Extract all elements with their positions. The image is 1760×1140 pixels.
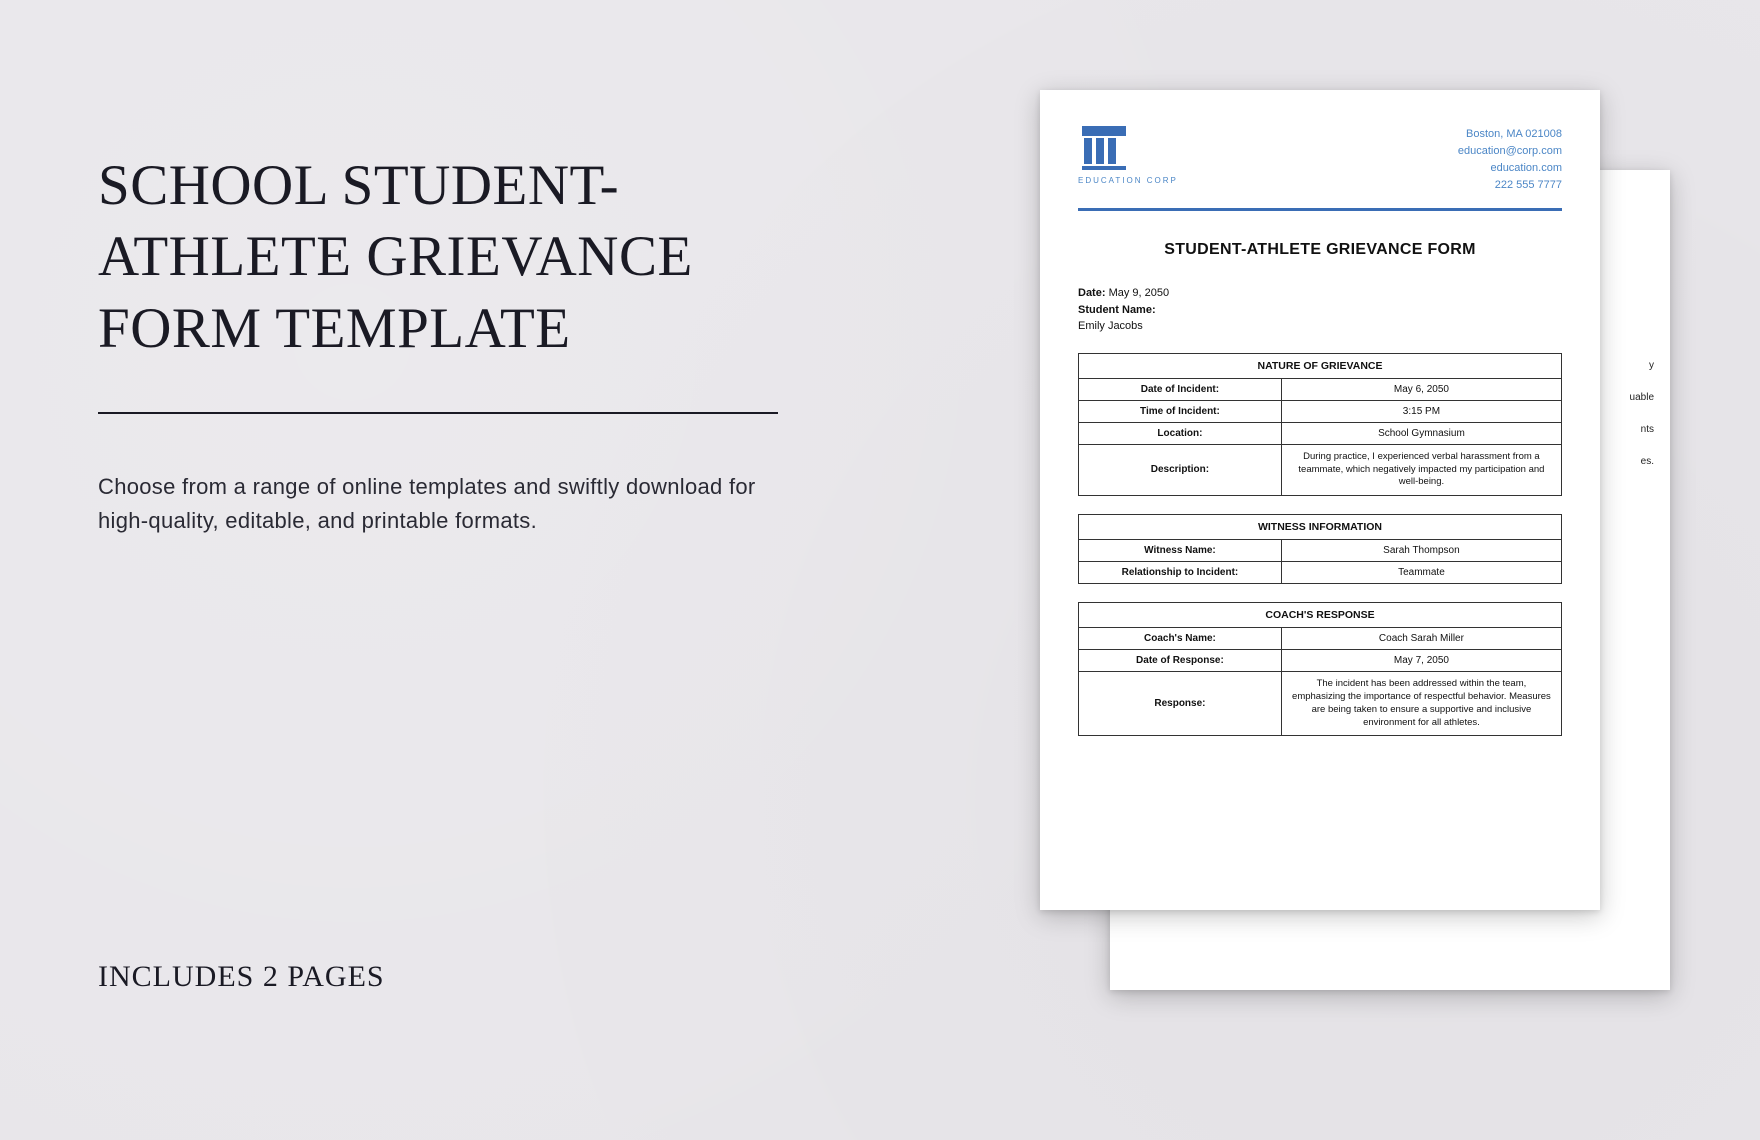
left-panel: SCHOOL STUDENT-ATHLETE GRIEVANCE FORM TE… bbox=[98, 150, 778, 538]
contact-city: Boston, MA 021008 bbox=[1458, 126, 1562, 143]
table-row: Response: The incident has been addresse… bbox=[1079, 672, 1562, 736]
peek-line: y bbox=[1630, 350, 1654, 382]
peek-line: uable bbox=[1630, 382, 1654, 414]
row-label: Witness Name: bbox=[1079, 540, 1282, 562]
row-label: Date of Incident: bbox=[1079, 378, 1282, 400]
subtitle-text: Choose from a range of online templates … bbox=[98, 470, 778, 538]
contact-email: education@corp.com bbox=[1458, 143, 1562, 160]
table-row: Date of Response: May 7, 2050 bbox=[1079, 650, 1562, 672]
row-value: School Gymnasium bbox=[1281, 422, 1561, 444]
contact-phone: 222 555 7777 bbox=[1458, 177, 1562, 194]
table-row: Witness Name: Sarah Thompson bbox=[1079, 540, 1562, 562]
row-label: Time of Incident: bbox=[1079, 400, 1282, 422]
table-row: Date of Incident: May 6, 2050 bbox=[1079, 378, 1562, 400]
contact-web: education.com bbox=[1458, 160, 1562, 177]
row-value: The incident has been addressed within t… bbox=[1281, 672, 1561, 736]
row-label: Location: bbox=[1079, 422, 1282, 444]
table-row: Coach's Name: Coach Sarah Miller bbox=[1079, 628, 1562, 650]
witness-table: WITNESS INFORMATION Witness Name: Sarah … bbox=[1078, 514, 1562, 584]
row-label: Description: bbox=[1079, 444, 1282, 495]
row-value: 3:15 PM bbox=[1281, 400, 1561, 422]
logo-block: EDUCATION CORP bbox=[1078, 126, 1178, 185]
peek-line: es. bbox=[1630, 446, 1654, 478]
witness-heading: WITNESS INFORMATION bbox=[1079, 515, 1562, 540]
row-value: May 6, 2050 bbox=[1281, 378, 1561, 400]
row-label: Relationship to Incident: bbox=[1079, 562, 1282, 584]
table-row: Time of Incident: 3:15 PM bbox=[1079, 400, 1562, 422]
table-row: Description: During practice, I experien… bbox=[1079, 444, 1562, 495]
row-label: Response: bbox=[1079, 672, 1282, 736]
contact-block: Boston, MA 021008 education@corp.com edu… bbox=[1458, 126, 1562, 194]
document-preview: y uable nts es. EDUCATION CORP Boston, M… bbox=[1040, 90, 1640, 1030]
meta-name-label: Student Name: bbox=[1078, 302, 1562, 319]
pages-note: INCLUDES 2 PAGES bbox=[98, 960, 385, 994]
grievance-heading: NATURE OF GRIEVANCE bbox=[1079, 353, 1562, 378]
row-value: Sarah Thompson bbox=[1281, 540, 1561, 562]
grievance-table: NATURE OF GRIEVANCE Date of Incident: Ma… bbox=[1078, 353, 1562, 496]
peek-line: nts bbox=[1630, 414, 1654, 446]
row-value: Coach Sarah Miller bbox=[1281, 628, 1561, 650]
row-value: May 7, 2050 bbox=[1281, 650, 1561, 672]
row-label: Date of Response: bbox=[1079, 650, 1282, 672]
letterhead: EDUCATION CORP Boston, MA 021008 educati… bbox=[1078, 126, 1562, 194]
coach-table: COACH'S RESPONSE Coach's Name: Coach Sar… bbox=[1078, 602, 1562, 736]
logo-caption: EDUCATION CORP bbox=[1078, 176, 1178, 185]
meta-date-label: Date: bbox=[1078, 287, 1106, 299]
meta-date-value: May 9, 2050 bbox=[1109, 287, 1170, 299]
form-meta: Date: May 9, 2050 Student Name: Emily Ja… bbox=[1078, 285, 1562, 335]
row-value: Teammate bbox=[1281, 562, 1561, 584]
letterhead-rule bbox=[1078, 208, 1562, 211]
row-value: During practice, I experienced verbal ha… bbox=[1281, 444, 1561, 495]
table-row: Relationship to Incident: Teammate bbox=[1079, 562, 1562, 584]
page-title: SCHOOL STUDENT-ATHLETE GRIEVANCE FORM TE… bbox=[98, 150, 778, 364]
page-2-peek-text: y uable nts es. bbox=[1630, 350, 1654, 478]
title-divider bbox=[98, 412, 778, 414]
meta-date: Date: May 9, 2050 bbox=[1078, 285, 1562, 302]
page-1-front: EDUCATION CORP Boston, MA 021008 educati… bbox=[1040, 90, 1600, 910]
form-title: STUDENT-ATHLETE GRIEVANCE FORM bbox=[1078, 241, 1562, 259]
row-label: Coach's Name: bbox=[1079, 628, 1282, 650]
table-row: Location: School Gymnasium bbox=[1079, 422, 1562, 444]
meta-name-label-text: Student Name: bbox=[1078, 304, 1156, 316]
coach-heading: COACH'S RESPONSE bbox=[1079, 603, 1562, 628]
meta-name-value: Emily Jacobs bbox=[1078, 318, 1562, 335]
company-logo-icon bbox=[1078, 126, 1130, 170]
